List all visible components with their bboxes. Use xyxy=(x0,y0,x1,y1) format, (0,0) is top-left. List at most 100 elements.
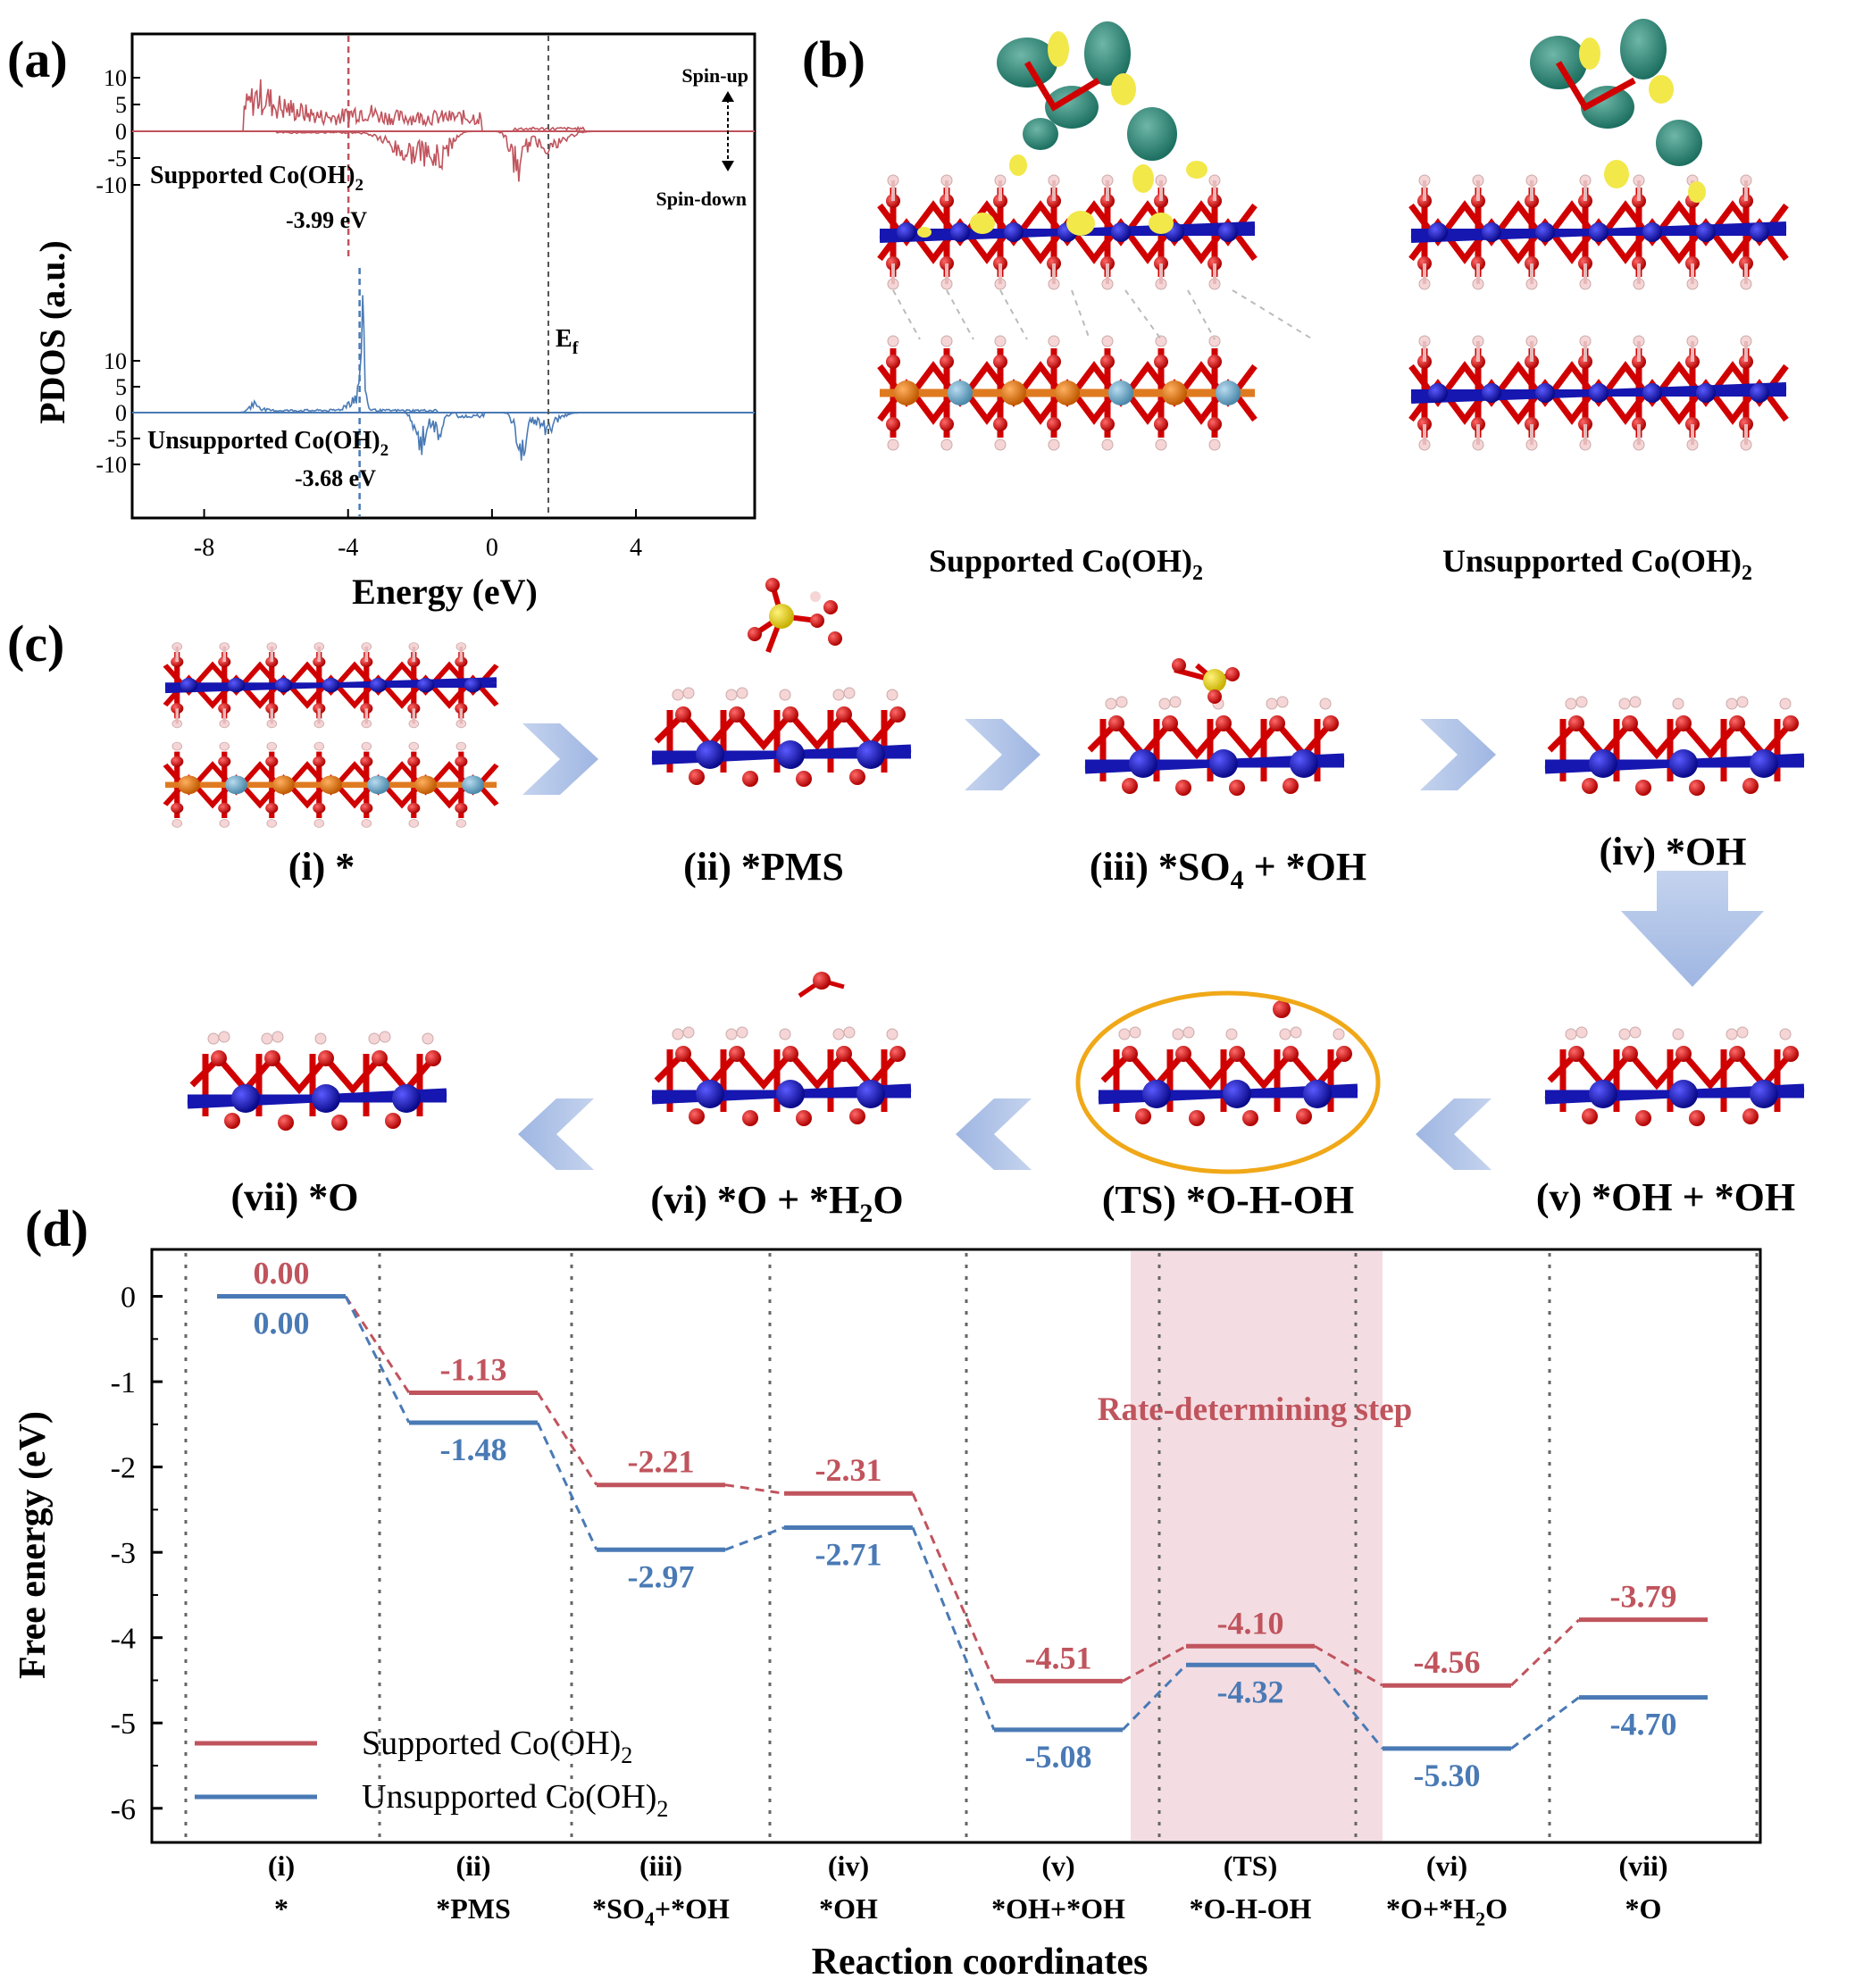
structure-step-ii xyxy=(652,578,911,787)
panel-d-letter: (d) xyxy=(25,1199,88,1257)
category-bottom-label: *SO4+*OH xyxy=(592,1892,730,1930)
structure-step-v xyxy=(1545,1027,1804,1126)
energy-value-label: -2.71 xyxy=(815,1536,882,1572)
panel-b: (b) xyxy=(802,19,1786,585)
energy-value-label: -4.56 xyxy=(1414,1644,1481,1680)
category-top-label: (iii) xyxy=(639,1850,682,1882)
band-center-lines xyxy=(347,36,361,516)
structure-step-iv xyxy=(1545,697,1804,796)
unsupported-structure-label: Unsupported Co(OH)2 xyxy=(1442,543,1752,585)
connector xyxy=(536,1422,598,1550)
energy-value-label: -4.70 xyxy=(1610,1707,1677,1742)
energy-value-label: -5.30 xyxy=(1414,1758,1481,1793)
top-ytick-label: 5 xyxy=(115,92,127,118)
ytick-label: -4 xyxy=(111,1623,136,1656)
unsupported-structure xyxy=(1411,19,1786,450)
structure-step-ts xyxy=(1099,1000,1358,1126)
energy-value-label: -4.10 xyxy=(1217,1605,1284,1641)
category-top-label: (TS) xyxy=(1224,1850,1277,1882)
top-ytick-label: -5 xyxy=(107,146,127,171)
category-bottom-label: *OH xyxy=(819,1892,878,1925)
structure-step-iii xyxy=(1085,658,1344,796)
category-bottom-label: *O xyxy=(1625,1892,1662,1925)
energy-value-label: -4.32 xyxy=(1217,1674,1284,1709)
bottom-ytick-label: 10 xyxy=(104,348,127,374)
panel-a-xlabel: Energy (eV) xyxy=(352,572,538,612)
connector xyxy=(344,1295,411,1394)
step-label: (v) *OH + *OH xyxy=(1536,1175,1795,1219)
category-bottom-label: *PMS xyxy=(436,1892,511,1925)
energy-value-label: -2.97 xyxy=(628,1558,695,1594)
legend: Supported Co(OH)2 Unsupported Co(OH)2 xyxy=(195,1725,668,1822)
energy-value-label: 0.00 xyxy=(254,1256,310,1291)
connector xyxy=(1314,1644,1383,1687)
free-energy-yticks: 0 -1 -2 -3 -4 -5 -6 xyxy=(111,1282,163,1826)
spin-up-label: Spin-up xyxy=(681,64,748,87)
connector xyxy=(536,1391,598,1486)
xtick-label: 0 xyxy=(486,534,498,562)
step-label: (iv) *OH xyxy=(1600,830,1747,873)
legend-label: Supported Co(OH)2 xyxy=(362,1725,632,1768)
step-label: (iii) *SO4 + *OH xyxy=(1090,845,1366,895)
step-label: (vii) *O xyxy=(231,1175,359,1219)
panel-a-spectra xyxy=(132,79,755,461)
energy-value-label: 0.00 xyxy=(254,1306,310,1341)
category-bottom-label: *OH+*OH xyxy=(991,1892,1125,1925)
energy-value-label: -2.31 xyxy=(815,1452,882,1488)
connector xyxy=(1313,1664,1384,1750)
unsupported-center-value: -3.68 eV xyxy=(295,465,376,491)
supported-center-value: -3.99 eV xyxy=(286,207,367,233)
bottom-ytick-label: 0 xyxy=(115,400,127,426)
panel-d: (d) Rate-determining step 0-1-2-3-4-5-6 … xyxy=(13,1199,1762,1983)
unsupported-series: 0.00 -1.48 -2.97 -2.71 -5.08 -4.32 -5.30 -4.70 xyxy=(217,1294,1708,1793)
connector xyxy=(1510,1696,1580,1750)
panel-c-letter: (c) xyxy=(7,614,64,672)
category-top-label: (iv) xyxy=(828,1850,869,1882)
ytick-label: -2 xyxy=(111,1452,136,1485)
unsupported-pdos-label: Unsupported Co(OH)2 xyxy=(147,427,389,460)
energy-value-label: -3.79 xyxy=(1610,1579,1677,1615)
step-label: (i) * xyxy=(288,845,355,889)
supported-spin-up-curve xyxy=(132,79,755,132)
structure-step-vi xyxy=(652,972,911,1126)
bottom-ytick-label: 5 xyxy=(115,374,127,400)
ts-highlight-ring xyxy=(1075,990,1381,1174)
category-bottom-label: *O-H-OH xyxy=(1190,1892,1312,1925)
connector xyxy=(1122,1644,1187,1683)
supported-structure xyxy=(880,21,1314,450)
category-bottom-label: *O+*H2O xyxy=(1386,1892,1508,1930)
energy-value-label: -1.13 xyxy=(440,1352,507,1388)
reaction-coordinate-labels: (i) * (ii) *PMS (iii) *SO4+*OH (iv) *OH (v) *OH+*… xyxy=(268,1850,1668,1930)
bottom-ytick-label: -10 xyxy=(96,452,127,478)
panel-c: (c) xyxy=(7,578,1804,1228)
xtick-label: 4 xyxy=(630,534,642,562)
panel-b-letter: (b) xyxy=(802,30,865,88)
spin-down-label: Spin-down xyxy=(656,188,747,210)
energy-value-label: -5.08 xyxy=(1025,1739,1092,1775)
structure-step-i xyxy=(165,643,497,828)
ytick-label: -3 xyxy=(111,1537,136,1570)
panel-c-step-labels: (i) * (ii) *PMS (iii) *SO4 + *OH (iv) *OH (v… xyxy=(231,830,1796,1228)
structure-step-vii xyxy=(188,1032,447,1131)
connector xyxy=(1509,1618,1581,1687)
rate-determining-label: Rate-determining step xyxy=(1098,1391,1412,1428)
step-label: (TS) *O-H-OH xyxy=(1102,1178,1354,1222)
panel-a-letter: (a) xyxy=(7,30,68,88)
unsupported-spin-up-curve xyxy=(132,295,755,413)
stage-divider-lines xyxy=(184,1253,1759,1839)
panel-d-frame xyxy=(150,1248,1762,1844)
panel-a-ylabel: PDOS (a.u.) xyxy=(32,240,72,424)
category-top-label: (vi) xyxy=(1426,1850,1467,1882)
ytick-label: -5 xyxy=(111,1708,136,1741)
panel-a-xticks: -8 -4 0 4 xyxy=(194,509,642,562)
rate-determining-highlight xyxy=(1131,1251,1383,1841)
ytick-label: -1 xyxy=(111,1366,136,1399)
panel-d-xlabel: Reaction coordinates xyxy=(812,1942,1149,1983)
supported-pdos-label: Supported Co(OH)2 xyxy=(150,162,363,195)
ytick-label: -6 xyxy=(111,1793,136,1826)
fermi-level-label: Ef xyxy=(556,325,579,358)
